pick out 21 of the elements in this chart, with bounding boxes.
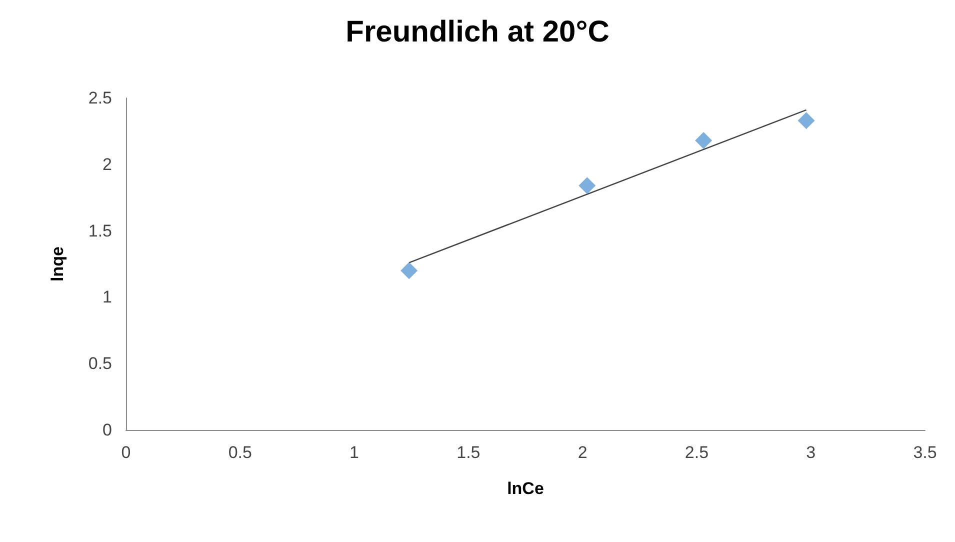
chart-title: Freundlich at 20°C bbox=[346, 16, 610, 48]
point bbox=[578, 177, 596, 194]
y-tick-label: 0.5 bbox=[88, 354, 112, 374]
x-tick-label: 1 bbox=[350, 443, 360, 462]
x-tick-label: 2 bbox=[578, 443, 588, 462]
x-tick-label: 0.5 bbox=[228, 443, 252, 462]
y-tick-label: 1.5 bbox=[88, 221, 112, 240]
y-tick-label: 2 bbox=[102, 154, 112, 174]
point bbox=[798, 112, 815, 130]
x-tick-label: 2.5 bbox=[684, 443, 709, 462]
x-tick-label: 3 bbox=[806, 443, 816, 462]
x-axis-title: lnCe bbox=[507, 479, 544, 498]
y-tick-label: 2.5 bbox=[88, 88, 112, 108]
point bbox=[695, 132, 712, 149]
x-tick-label: 0 bbox=[121, 443, 131, 462]
y-tick-label: 1 bbox=[102, 288, 112, 307]
point bbox=[400, 262, 418, 280]
x-tick-label: 3.5 bbox=[913, 443, 937, 462]
x-tick-label: 1.5 bbox=[456, 443, 480, 462]
y-tick-label: 0 bbox=[102, 420, 112, 440]
y-axis-title: lnqe bbox=[48, 246, 67, 282]
